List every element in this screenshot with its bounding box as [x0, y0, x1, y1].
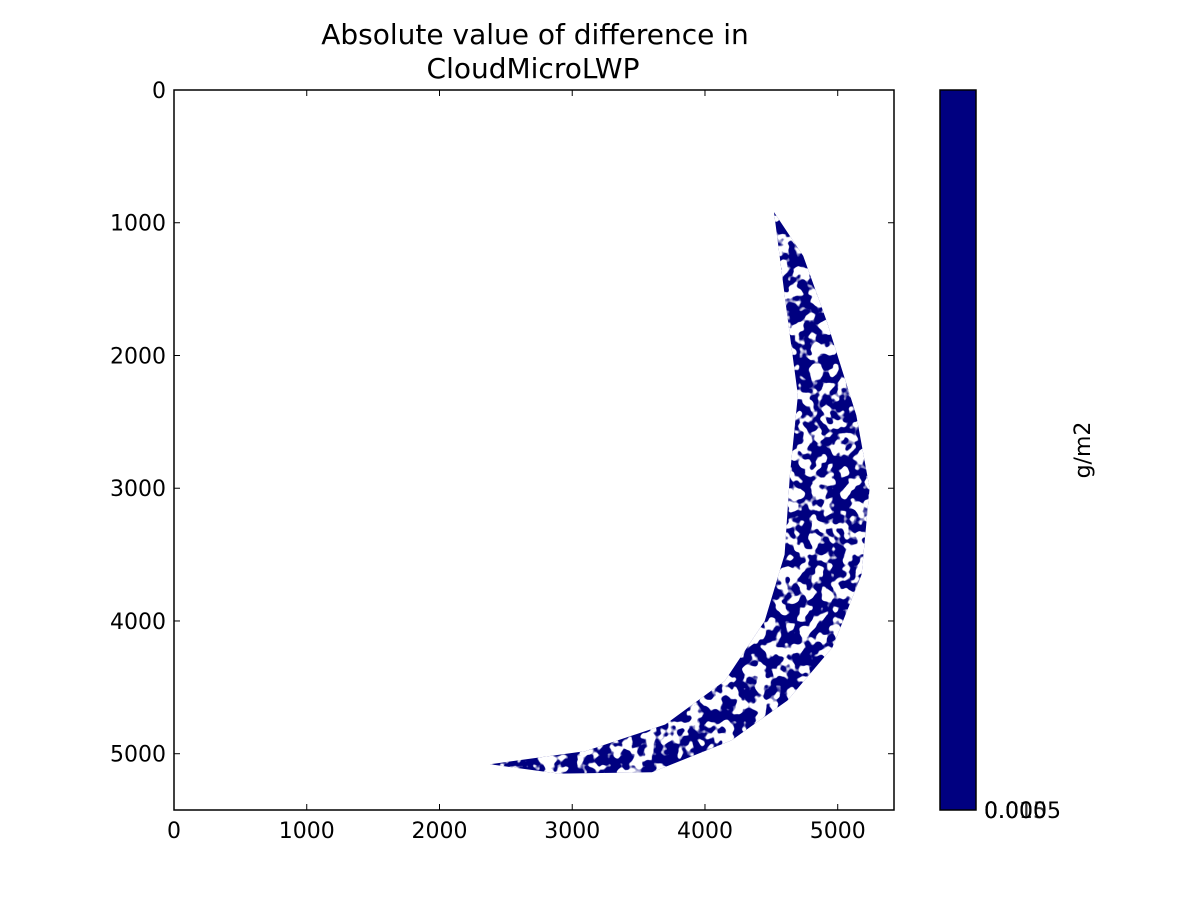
y-tick-label: 1000 [110, 212, 166, 237]
y-tick-label: 5000 [110, 743, 166, 768]
plot-area [174, 90, 894, 810]
x-tick-label: 0 [167, 819, 181, 844]
x-tick-label: 4000 [677, 819, 733, 844]
colorbar [939, 89, 977, 811]
x-tick-label: 5000 [810, 819, 866, 844]
colorbar-tick-label: 0.015 [984, 799, 1047, 824]
x-tick-label: 1000 [279, 819, 335, 844]
colorbar-tick-label: 0.010 [984, 799, 1047, 824]
x-tick-label: 2000 [411, 819, 467, 844]
colorbar-tick-label: 0.005 [984, 799, 1047, 824]
x-tick-label: 3000 [544, 819, 600, 844]
colorbar-label: g/m2 [1071, 422, 1096, 479]
plot-frame [173, 89, 895, 811]
y-tick-label: 4000 [110, 610, 166, 635]
plot-background [174, 90, 894, 810]
y-axis: 0 1000 2000 3000 4000 5000 [110, 79, 894, 768]
y-tick-label: 3000 [110, 477, 166, 502]
x-axis: 0 1000 2000 3000 4000 5000 [167, 90, 866, 844]
chart-title-line-2: CloudMicroLWP [427, 52, 640, 85]
y-tick-label: 0 [152, 79, 166, 104]
colorbar-tick-label: 0.000 [984, 799, 1047, 824]
colorbar-tick-label-rendered: 0.0005 [984, 799, 1061, 824]
y-tick-label: 2000 [110, 344, 166, 369]
data-gaps [489, 212, 870, 774]
chart-title-line-1: Absolute value of difference in [321, 18, 749, 51]
